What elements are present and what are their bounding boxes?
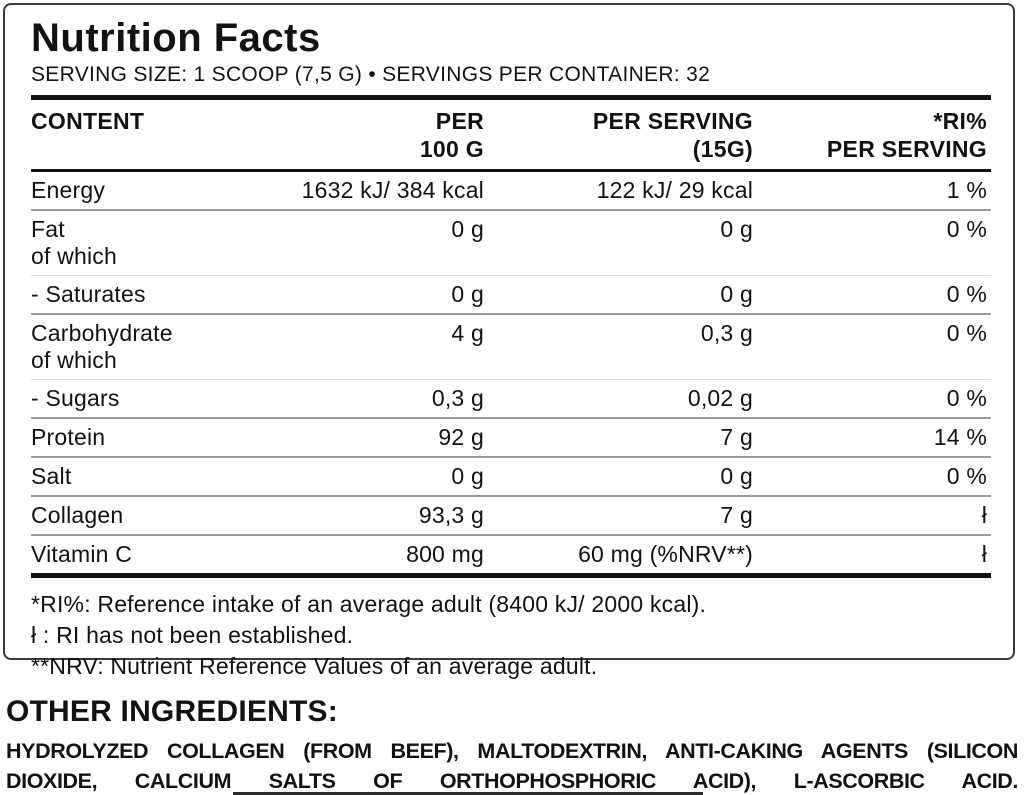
nutrition-rows: Energy 1632 kJ/ 384 kcal 122 kJ/ 29 kcal… [31, 172, 991, 573]
cell-per-serving: 122 kJ/ 29 kcal [596, 177, 753, 203]
row-label: - Saturates [31, 281, 146, 307]
footnote-nrv: **NRV: Nutrient Reference Values of an a… [31, 653, 598, 679]
table-row: Vitamin C 800 mg 60 mg (%NRV**) ł [31, 536, 991, 573]
table-row: Salt 0 g 0 g 0 % [31, 458, 991, 497]
footnote-not-established: ł : RI has not been established. [31, 622, 354, 648]
header-per-100g-line1: PER [435, 108, 484, 134]
row-label: Fat [31, 216, 65, 242]
serving-size-line: SERVING SIZE: 1 SCOOP (7,5 G) • SERVINGS… [31, 63, 711, 86]
panel-title: Nutrition Facts [31, 16, 321, 60]
cell-ri: 0 % [946, 385, 987, 411]
cell-ri: 14 % [933, 424, 987, 450]
table-header-row: CONTENT PER 100 G PER SERVING (15G) *RI%… [31, 100, 991, 169]
header-ri-percent-line1: *RI% [933, 108, 987, 134]
header-per-serving-line1: PER SERVING [592, 108, 753, 134]
cell-per-serving: 0,3 g [700, 320, 753, 346]
row-sublabel: of which [31, 243, 117, 269]
table-row: - Saturates 0 g 0 g 0 % [31, 276, 991, 315]
cell-per-100g: 800 mg [406, 541, 484, 567]
other-ingredients-section: OTHER INGREDIENTS: HYDROLYZED COLLAGEN (… [6, 694, 1018, 795]
cell-ri: 1 % [946, 177, 987, 203]
header-per-100g-line2: 100 G [419, 136, 484, 162]
cell-per-100g: 0 g [451, 463, 484, 489]
footnote-ri: *RI%: Reference intake of an average adu… [31, 591, 707, 617]
cell-per-serving: 7 g [720, 424, 753, 450]
cell-ri: ł [981, 502, 987, 528]
cell-ri: 0 % [946, 216, 987, 242]
nutrition-facts-panel: Nutrition Facts SERVING SIZE: 1 SCOOP (7… [3, 3, 1015, 679]
header-per-serving: PER SERVING (15G) [484, 107, 753, 163]
cell-per-100g: 4 g [451, 320, 484, 346]
row-label: Carbohydrate [31, 320, 173, 346]
other-ingredients-heading: OTHER INGREDIENTS: [6, 695, 338, 728]
cell-ri: 0 % [946, 320, 987, 346]
row-label-cell: Energy [31, 176, 261, 204]
row-label-cell: Salt [31, 462, 261, 490]
row-sublabel: of which [31, 347, 117, 373]
top-thick-rule [31, 95, 991, 100]
header-per-serving-line2: (15G) [692, 136, 753, 162]
cell-ri: 0 % [946, 281, 987, 307]
cell-per-100g: 92 g [438, 424, 484, 450]
header-ri-percent: *RI% PER SERVING [753, 107, 987, 163]
bottom-thick-rule [31, 573, 991, 578]
header-ri-percent-line2: PER SERVING [826, 136, 987, 162]
cell-per-100g: 93,3 g [418, 502, 484, 528]
table-row: Energy 1632 kJ/ 384 kcal 122 kJ/ 29 kcal… [31, 172, 991, 211]
row-label-cell: - Sugars [31, 384, 261, 412]
row-label-cell: Collagen [31, 501, 261, 529]
row-label: - Sugars [31, 385, 120, 411]
cell-per-serving: 7 g [720, 502, 753, 528]
table-row: Collagen 93,3 g 7 g ł [31, 497, 991, 536]
cell-per-serving: 0 g [720, 216, 753, 242]
row-label: Protein [31, 424, 106, 450]
table-row: Fat of which 0 g 0 g 0 % [31, 211, 991, 276]
cell-ri: 0 % [946, 463, 987, 489]
row-label: Energy [31, 177, 106, 203]
row-label-cell: Protein [31, 423, 261, 451]
footnotes: *RI%: Reference intake of an average adu… [31, 589, 991, 682]
header-rule [31, 169, 991, 172]
row-label: Vitamin C [31, 541, 133, 567]
row-label: Collagen [31, 502, 124, 528]
table-row: - Sugars 0,3 g 0,02 g 0 % [31, 380, 991, 419]
row-label-cell: Vitamin C [31, 540, 261, 568]
cropped-text-edge [233, 792, 703, 795]
cell-per-serving: 0,02 g [687, 385, 753, 411]
other-ingredients-text: HYDROLYZED COLLAGEN (FROM BEEF), MALTODE… [6, 739, 1018, 793]
cell-per-serving: 60 mg (%NRV**) [578, 541, 753, 567]
table-row: Protein 92 g 7 g 14 % [31, 419, 991, 458]
row-label-cell: Fat of which [31, 215, 261, 270]
header-content-line1: CONTENT [31, 108, 145, 134]
row-label-cell: - Saturates [31, 280, 261, 308]
cell-per-100g: 0 g [451, 281, 484, 307]
table-row: Carbohydrate of which 4 g 0,3 g 0 % [31, 315, 991, 380]
cell-per-100g: 0,3 g [431, 385, 484, 411]
header-content: CONTENT [31, 107, 261, 163]
header-per-100g: PER 100 G [261, 107, 484, 163]
cell-ri: ł [981, 541, 987, 567]
row-label-cell: Carbohydrate of which [31, 319, 261, 374]
cell-per-100g: 1632 kJ/ 384 kcal [301, 177, 484, 203]
cell-per-serving: 0 g [720, 281, 753, 307]
row-label: Salt [31, 463, 72, 489]
cell-per-serving: 0 g [720, 463, 753, 489]
cell-per-100g: 0 g [451, 216, 484, 242]
